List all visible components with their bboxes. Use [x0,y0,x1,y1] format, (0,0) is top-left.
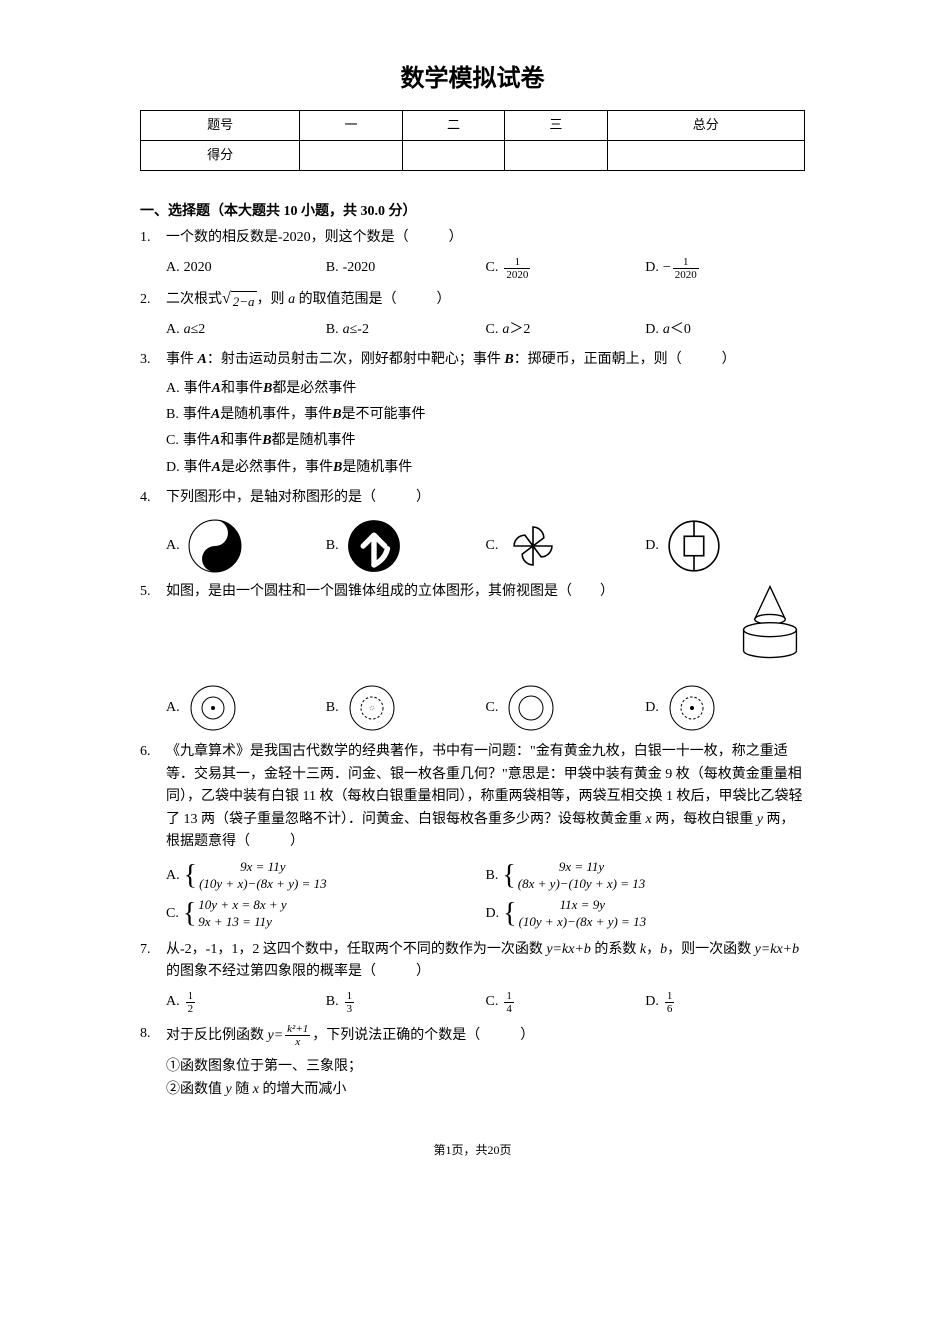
option-b: B.13 [326,988,486,1017]
top-view-icon [188,683,238,733]
option-c: C. 12020 [486,254,646,283]
cell [607,141,804,171]
question-2: 2. 二次根式√2−a，则 a 的取值范围是（ ） A.a≤2 B.a≤-2 C… [140,289,805,343]
cell: 得分 [141,141,300,171]
q-stem: 一个数的相反数是-2020，则这个数是（ ） [166,227,805,249]
q-stem: 对于反比例函数 y=k²+1x，下列说法正确的个数是（ ） [166,1023,805,1048]
options: A.事件 A 和事件 B 都是必然事件 B.事件 A 是随机事件，事件 B 是不… [166,376,805,482]
option-c: C. {10y + x = 8x + y9x + 13 = 11y [166,895,486,933]
option-d: D. [645,517,805,575]
option-b: B.-2020 [326,255,486,281]
cell: 题号 [141,111,300,141]
option-d: D.16 [645,988,805,1017]
q-number: 6. [140,741,166,933]
cell [402,141,504,171]
q-number: 2. [140,289,166,343]
option-a: A. [166,517,326,575]
options: A.a≤2 B.a≤-2 C.a＞2 D.a＜0 [166,317,805,343]
question-3: 3. 事件 A：射击运动员射击二次，刚好都射中靶心；事件 B：掷硬币，正面朝上，… [140,349,805,481]
option-d: D.事件 A 是必然事件，事件 B 是随机事件 [166,455,805,481]
statement-1: ①函数图象位于第一、三象限； [166,1056,805,1078]
top-view-icon [667,683,717,733]
option-b: B.事件 A 是随机事件，事件 B 是不可能事件 [166,402,805,428]
score-table: 题号 一 二 三 总分 得分 [140,110,805,171]
question-6: 6. 《九章算术》是我国古代数学的经典著作，书中有一问题："金有黄金九枚，白银一… [140,741,805,933]
option-d: D. {11x = 9y(10y + x)−(8x + y) = 13 [486,895,806,933]
yinyang-icon [188,519,242,573]
option-a: A.12 [166,988,326,1017]
q-stem: 《九章算术》是我国古代数学的经典著作，书中有一问题："金有黄金九枚，白银一十一枚… [166,741,805,853]
cell: 二 [402,111,504,141]
q-number: 5. [140,581,166,735]
option-b: B. {9x = 11y(8x + y)−(10y + x) = 13 [486,857,806,895]
question-1: 1. 一个数的相反数是-2020，则这个数是（ ） A.2020 B.-2020… [140,227,805,283]
question-7: 7. 从-2，-1，1，2 这四个数中，任取两个不同的数作为一次函数 y=kx+… [140,939,805,1017]
option-a: A.事件 A 和事件 B 都是必然事件 [166,376,805,402]
option-c: C.a＞2 [486,317,646,343]
fan-icon [506,519,560,573]
q-stem: 如图，是由一个圆柱和一个圆锥体组成的立体图形，其俯视图是（ ） [166,581,725,603]
top-view-icon [347,683,397,733]
q-number: 7. [140,939,166,1017]
option-a: A. {9x = 11y(10y + x)−(8x + y) = 13 [166,857,486,895]
cell: 一 [300,111,402,141]
solid-figure-icon [735,581,805,661]
q-number: 8. [140,1023,166,1101]
cell [300,141,402,171]
option-c: C. [486,681,646,735]
section-1-header: 一、选择题（本大题共 10 小题，共 30.0 分） [140,201,805,223]
option-b: B.a≤-2 [326,317,486,343]
option-a: A. [166,681,326,735]
options: A.12 B.13 C.14 D.16 [166,988,805,1017]
cell: 总分 [607,111,804,141]
option-a: A.a≤2 [166,317,326,343]
option-c: C. [486,517,646,575]
q-number: 1. [140,227,166,283]
score-table-score-row: 得分 [141,141,805,171]
top-view-icon [506,683,556,733]
option-d: D.a＜0 [645,317,805,343]
q-stem: 从-2，-1，1，2 这四个数中，任取两个不同的数作为一次函数 y=kx+b 的… [166,939,805,984]
options: A.2020 B.-2020 C. 12020 D. −12020 [166,254,805,283]
option-c: C.14 [486,988,646,1017]
options: A. B. C. D. [166,681,805,735]
q-stem: 下列图形中，是轴对称图形的是（ ） [166,487,805,509]
question-5: 5. 如图，是由一个圆柱和一个圆锥体组成的立体图形，其俯视图是（ ） A. [140,581,805,735]
arrow-circle-icon [347,519,401,573]
question-4: 4. 下列图形中，是轴对称图形的是（ ） A. B. C. [140,487,805,575]
cell [505,141,607,171]
option-d: D. −12020 [645,254,805,283]
q-stem: 事件 A：射击运动员射击二次，刚好都射中靶心；事件 B：掷硬币，正面朝上，则（ … [166,349,805,371]
square-in-circle-icon [667,519,721,573]
q-number: 4. [140,487,166,575]
q-number: 3. [140,349,166,481]
option-a: A.2020 [166,255,326,281]
score-table-header-row: 题号 一 二 三 总分 [141,111,805,141]
exam-title: 数学模拟试卷 [140,60,805,98]
option-d: D. [645,681,805,735]
option-b: B. [326,517,486,575]
options: A. {9x = 11y(10y + x)−(8x + y) = 13 B. {… [166,857,805,933]
options: A. B. C. [166,517,805,575]
cell: 三 [505,111,607,141]
option-b: B. [326,681,486,735]
page-footer: 第1页，共20页 [140,1141,805,1160]
option-c: C.事件 A 和事件 B 都是随机事件 [166,428,805,454]
statement-2: ②函数值 y 随 x 的增大而减小 [166,1079,805,1101]
question-8: 8. 对于反比例函数 y=k²+1x，下列说法正确的个数是（ ） ①函数图象位于… [140,1023,805,1101]
q-stem: 二次根式√2−a，则 a 的取值范围是（ ） [166,289,805,313]
